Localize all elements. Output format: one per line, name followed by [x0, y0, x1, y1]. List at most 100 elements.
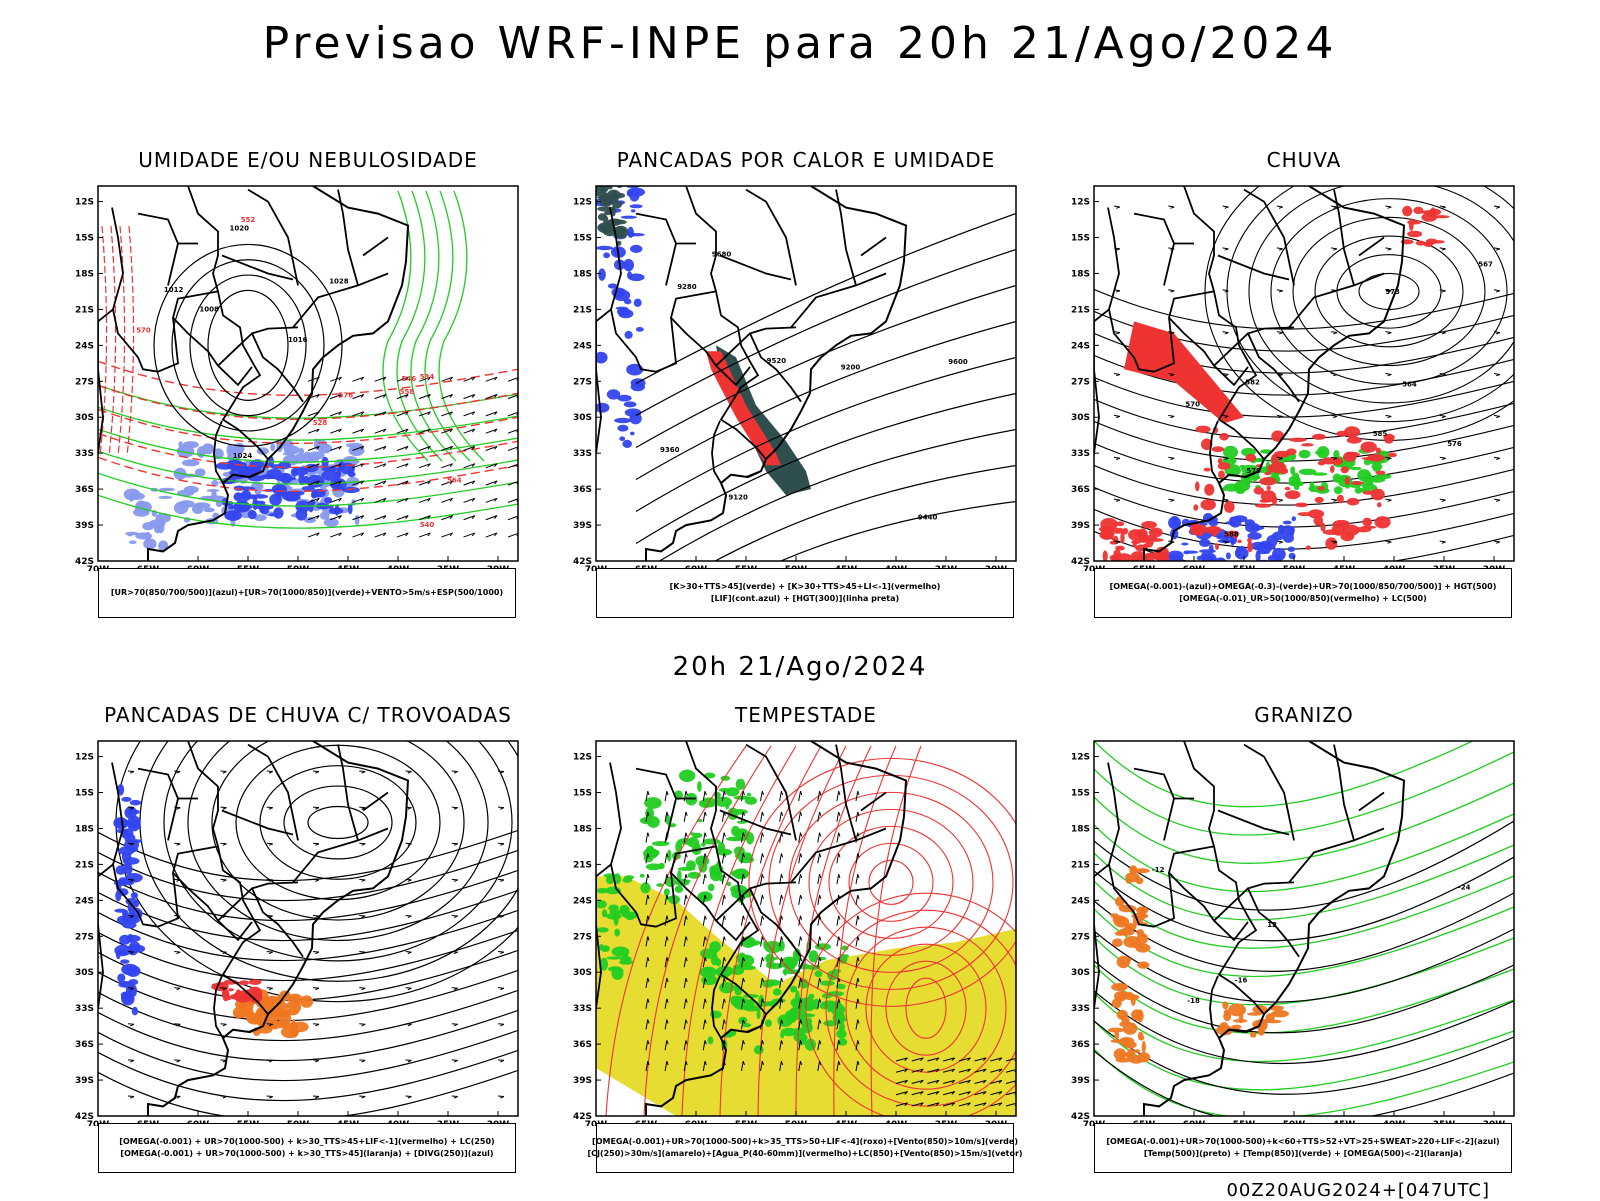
legend-line: [OMEGA(-0.001) + UR>70(1000-500) + k>30_… [120, 1149, 494, 1158]
contour-label: 564 [447, 477, 462, 485]
contour-label: 9600 [948, 358, 968, 366]
lat-label: 18S [573, 269, 592, 279]
contour-labels: 1008 1012 1016 1020 1024 1028 570 576 564 558 552 5… [136, 216, 462, 529]
lat-label: 24S [573, 896, 592, 906]
lat-label: 15S [1071, 234, 1090, 244]
panel-chuva: CHUVA 588 585 582 579 576 573 570 567 564 12S 15S 18… [1064, 148, 1544, 638]
panel-tempestade: TEMPESTADE 12S 15S 18S 21S 24S 27S 30S 33S 36S 39S… [566, 703, 1046, 1193]
contour-label: 9440 [918, 513, 938, 521]
contour-label: 9200 [841, 364, 861, 372]
field-layer [1094, 186, 1514, 561]
lat-label: 39S [1071, 1076, 1090, 1086]
lat-label: 27S [1071, 932, 1090, 942]
lat-label: 42S [75, 557, 94, 567]
lat-label: 39S [573, 1076, 592, 1086]
lat-label: 42S [573, 557, 592, 567]
panel-title: CHUVA [1266, 148, 1342, 172]
lat-label: 30S [75, 413, 94, 423]
country-borders [596, 186, 908, 561]
contour-labels: 9680 9600 9520 9440 9360 9280 9200 9120 [660, 251, 968, 522]
field-layer [1094, 741, 1514, 1116]
lat-label: 27S [1071, 377, 1090, 387]
contour-label: 573 [1385, 288, 1400, 296]
lat-label: 21S [1071, 305, 1090, 315]
legend-box: [OMEGA(-0.001)+UR>70(1000-500)+k>35_TTS>… [587, 1123, 1023, 1173]
lat-label: 21S [75, 860, 94, 870]
contour-label: 9280 [677, 283, 697, 291]
legend-line: [Temp(500)](preto) + [Temp(850)](verde) … [1143, 1149, 1463, 1158]
contour-label: 585 [1373, 430, 1388, 438]
contour-label: 1012 [164, 286, 184, 294]
map-granizo: 12 -12 -18 -24 -16 12S 15S 18S 21S 24S 27S 30S 33S 36… [1071, 740, 1515, 1126]
panel-title: TEMPESTADE [735, 703, 877, 727]
field-layer [98, 190, 518, 552]
lat-label: 18S [75, 269, 94, 279]
contour-label: 570 [136, 326, 151, 334]
lat-label: 24S [75, 341, 94, 351]
lat-label: 15S [75, 234, 94, 244]
contour-label: 564 [1402, 381, 1417, 389]
contour-label: 12 [1267, 921, 1277, 929]
legend-line: [OMEGA(-0.001) + UR>70(1000-500) + k>30_… [119, 1137, 495, 1146]
lat-label: 39S [75, 521, 94, 531]
contour-label: 9520 [767, 357, 787, 365]
lat-label: 30S [1071, 968, 1090, 978]
legend-box: [K>30+TTS>45](verde) + [K>30+TTS>45+LI<-… [596, 568, 1014, 618]
lat-label: 42S [1071, 557, 1090, 567]
lat-label: 27S [75, 377, 94, 387]
contour-label: 567 [1478, 261, 1493, 269]
lat-label: 36S [1071, 485, 1090, 495]
lat-label: 39S [573, 521, 592, 531]
lat-label: 42S [573, 1112, 592, 1122]
map-tempestade: 12S15S18S21S24S27S30S33S36S39S42S70W65W6… [573, 740, 1017, 1126]
legend-line: [LIF](cont.azul) + [HGT(300)](linha pret… [710, 594, 900, 603]
lat-label: 18S [1071, 269, 1090, 279]
panel-title: PANCADAS DE CHUVA C/ TROVOADAS [104, 703, 512, 727]
contour-label: 528 [313, 419, 328, 427]
country-borders [98, 741, 410, 1116]
panel-granizo: GRANIZO 12 -12 -18 -24 -16 12S 15S 18S 21S 24S 27S 3… [1064, 703, 1544, 1193]
lat-label: 27S [75, 932, 94, 942]
panel-title: PANCADAS POR CALOR E UMIDADE [616, 148, 996, 172]
lat-label: 21S [75, 305, 94, 315]
contour-label: 540 [420, 521, 435, 529]
legend-line: [OMEGA(-0.001)+UR>70(1000-500)+k>35_TTS>… [592, 1137, 1018, 1146]
lat-label: 24S [1071, 341, 1090, 351]
lat-label: 42S [75, 1112, 94, 1122]
lat-label: 18S [75, 824, 94, 834]
legend-box: [OMEGA(-0.001)-(azul)+OMEGA(-0.3)-(verde… [1094, 568, 1512, 618]
legend-line: [OMEGA(-0.01)_UR>50(1000/850)(vermelho) … [1179, 594, 1427, 603]
lat-label: 12S [573, 198, 592, 208]
legend-line: [K>30+TTS>45](verde) + [K>30+TTS>45+LI<-… [669, 582, 941, 591]
lat-label: 24S [75, 896, 94, 906]
mid-title: 20h 21/Ago/2024 [672, 652, 928, 682]
panel-umidade: UMIDADE E/OU NEBULOSIDADE 1008 1012 1016 102… [68, 148, 548, 638]
lat-label: 30S [573, 968, 592, 978]
main-title: Previsao WRF-INPE para 20h 21/Ago/2024 [262, 18, 1338, 69]
contour-label: 1016 [288, 336, 308, 344]
lat-label: 39S [75, 1076, 94, 1086]
lat-label: 27S [573, 377, 592, 387]
map-trovoadas: 12S15S18S21S24S27S30S33S36S39S42S70W65W6… [75, 740, 519, 1126]
legend-box: [OMEGA(-0.001)+UR>70(1000-500)+k<60+TTS>… [1094, 1123, 1512, 1173]
lat-label: 33S [1071, 449, 1090, 459]
contour-label: 1024 [233, 452, 253, 460]
lat-label: 39S [1071, 521, 1090, 531]
contour-label: -18 [1187, 997, 1200, 1005]
contour-label: 558 [400, 388, 415, 396]
lat-label: 24S [573, 341, 592, 351]
contour-label: 1028 [329, 278, 349, 286]
contour-label: 579 [1246, 467, 1261, 475]
lat-label: 36S [1071, 1040, 1090, 1050]
map-umidade: 1008 1012 1016 1020 1024 1028 570 576 564 558 552 5… [75, 185, 519, 571]
lat-label: 30S [573, 413, 592, 423]
lat-label: 33S [573, 449, 592, 459]
contour-label: -16 [1235, 977, 1248, 985]
legend-line: [OMEGA(-0.001)-(azul)+OMEGA(-0.3)-(verde… [1109, 582, 1497, 591]
legend-box: [OMEGA(-0.001) + UR>70(1000-500) + k>30_… [98, 1123, 516, 1173]
contour-label: 576 [1447, 440, 1462, 448]
panel-trovoadas: PANCADAS DE CHUVA C/ TROVOADAS 12S 15S 18S 2… [68, 703, 548, 1193]
lat-label: 42S [1071, 1112, 1090, 1122]
contour-label: 576 [339, 391, 354, 399]
lat-label: 27S [573, 932, 592, 942]
